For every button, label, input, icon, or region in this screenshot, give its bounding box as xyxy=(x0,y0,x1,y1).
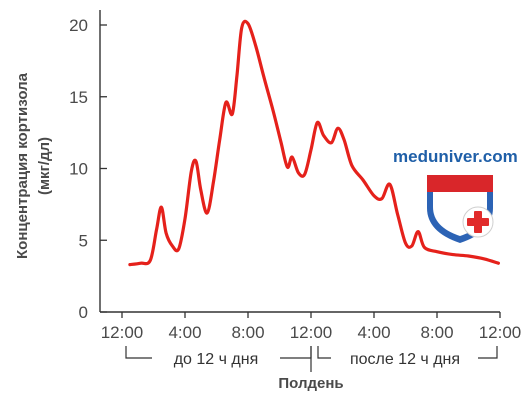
data-point xyxy=(155,228,157,230)
y-tick-label: 0 xyxy=(79,303,88,322)
data-point xyxy=(373,195,375,197)
data-point xyxy=(272,110,274,112)
x-tick-label: 12:00 xyxy=(101,323,144,342)
data-point xyxy=(297,172,299,174)
data-point xyxy=(351,164,353,166)
x-ticks: 12:00 4:00 8:00 12:00 4:00 8:00 12:00 xyxy=(101,312,522,342)
data-point xyxy=(236,74,238,76)
data-point xyxy=(231,113,233,115)
data-point xyxy=(255,45,257,47)
data-point xyxy=(140,262,142,264)
data-point xyxy=(200,189,202,191)
data-point xyxy=(304,173,306,175)
data-point xyxy=(411,245,413,247)
data-point xyxy=(423,246,425,248)
watermark-text: meduniver.com xyxy=(393,147,518,166)
x-tick-label: 8:00 xyxy=(420,323,453,342)
x-tick-label: 4:00 xyxy=(168,323,201,342)
data-point xyxy=(291,156,293,158)
data-point xyxy=(322,134,324,136)
data-point xyxy=(452,253,454,255)
data-point xyxy=(263,75,265,77)
y-tick-label: 20 xyxy=(69,16,88,35)
data-point xyxy=(241,27,243,29)
data-point xyxy=(467,255,469,257)
data-point xyxy=(330,141,332,143)
shield-cross-icon xyxy=(427,175,494,243)
data-point xyxy=(337,127,339,129)
data-point xyxy=(404,242,406,244)
data-point xyxy=(396,213,398,215)
y-tick-label: 10 xyxy=(69,160,88,179)
x-tick-label: 12:00 xyxy=(290,323,333,342)
data-point xyxy=(195,160,197,162)
data-point xyxy=(310,149,312,151)
data-point xyxy=(190,170,192,172)
data-point xyxy=(497,262,499,264)
data-point xyxy=(286,166,288,168)
data-point xyxy=(316,121,318,123)
y-axis-label: Концентрация кортизола (мкг/дл) xyxy=(14,72,53,259)
time-brackets xyxy=(125,346,498,372)
data-point xyxy=(206,212,208,214)
data-point xyxy=(247,22,249,24)
watermark: meduniver.com xyxy=(393,147,518,243)
data-point xyxy=(389,183,391,185)
data-point xyxy=(165,232,167,234)
data-point xyxy=(129,263,131,265)
data-point xyxy=(280,141,282,143)
data-point xyxy=(343,139,345,141)
data-point xyxy=(381,197,383,199)
data-point xyxy=(218,139,220,141)
x-tick-label: 4:00 xyxy=(357,323,390,342)
y-tick-label: 15 xyxy=(69,88,88,107)
x-tick-label: 8:00 xyxy=(231,323,264,342)
x-tick-label: 12:00 xyxy=(479,323,522,342)
data-point xyxy=(417,230,419,232)
data-point xyxy=(436,251,438,253)
cortisol-series-line xyxy=(128,19,500,267)
data-point xyxy=(184,218,186,220)
data-point xyxy=(362,179,364,181)
data-point xyxy=(178,248,180,250)
y-tick-label: 5 xyxy=(79,231,88,250)
data-point xyxy=(225,101,227,103)
bracket-label-before-noon: до 12 ч дня xyxy=(174,351,259,368)
data-point xyxy=(160,206,162,208)
bracket-label-after-noon: после 12 ч дня xyxy=(350,351,460,368)
data-point xyxy=(212,182,214,184)
y-ticks: 0 5 10 15 20 xyxy=(69,16,107,322)
svg-text:(мкг/дл): (мкг/дл) xyxy=(36,137,53,195)
data-point xyxy=(171,245,173,247)
data-point xyxy=(149,259,151,261)
svg-text:Концентрация кортизола: Концентрация кортизола xyxy=(14,72,31,259)
data-point xyxy=(483,258,485,260)
x-axis-label: Полдень xyxy=(278,375,343,392)
